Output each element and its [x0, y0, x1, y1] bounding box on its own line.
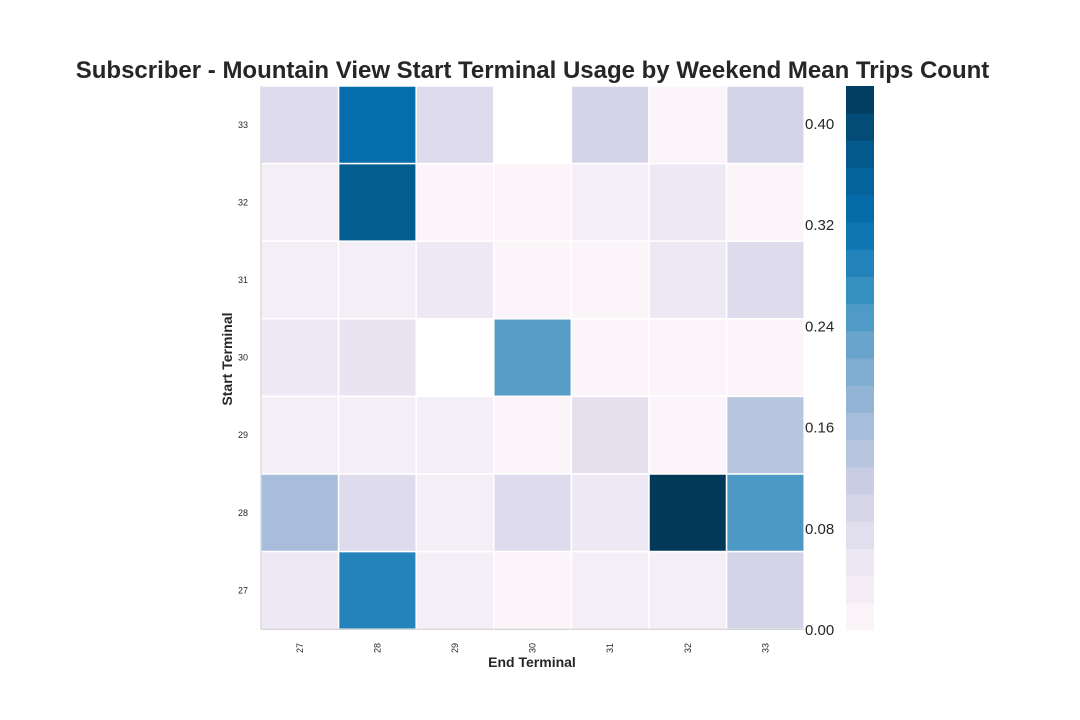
y-tick-label: 30: [238, 353, 248, 363]
heatmap-cell: [415, 85, 495, 165]
heatmap-cell: [725, 85, 805, 165]
colorbar-segment: [846, 412, 874, 441]
y-tick-label: 29: [238, 430, 248, 440]
heatmap-cell: [260, 395, 340, 475]
heatmap-cell: [260, 162, 340, 242]
colorbar-segment: [846, 439, 874, 468]
colorbar-segment: [846, 194, 874, 223]
heatmap-cell: [648, 550, 728, 630]
heatmap-cell: [415, 550, 495, 630]
heatmap-cell: [415, 162, 495, 242]
heatmap-cell: [415, 473, 495, 553]
heatmap-cell: [570, 395, 650, 475]
colorbar-segment: [846, 140, 874, 169]
colorbar-tick-label: 0.24: [805, 318, 834, 335]
colorbar-tick-label: 0.08: [805, 521, 834, 538]
heatmap-cell: [493, 473, 573, 553]
heatmap-cell: [725, 162, 805, 242]
heatmap-cell: [648, 318, 728, 398]
heatmap-cell: [493, 550, 573, 630]
colorbar-segment: [846, 358, 874, 386]
colorbar-segment: [846, 167, 874, 196]
heatmap-cell: [725, 395, 805, 475]
heatmap-cell: [260, 85, 340, 165]
heatmap-cells: [260, 85, 805, 630]
colorbar-segment: [846, 466, 874, 495]
heatmap-cell: [260, 550, 340, 630]
heatmap-cell: [260, 318, 340, 398]
x-tick-label: 27: [295, 643, 305, 653]
colorbar-segment: [846, 548, 874, 577]
heatmap-cell: [493, 162, 573, 242]
heatmap-cell: [648, 473, 728, 553]
x-axis-label: End Terminal: [488, 654, 576, 670]
heatmap-cell: [570, 473, 650, 553]
y-tick-label: 32: [238, 197, 248, 207]
y-tick-label: 31: [238, 275, 248, 285]
heatmap-cell: [415, 395, 495, 475]
colorbar: 0.00 0.08 0.16 0.24 0.32 0.40: [805, 86, 874, 639]
heatmap-cell: [337, 162, 417, 242]
x-tick-label: 31: [605, 643, 615, 653]
heatmap-cell: [570, 550, 650, 630]
colorbar-segment: [846, 86, 874, 114]
heatmap-cell: [648, 85, 728, 165]
colorbar-tick-label: 0.16: [805, 420, 834, 437]
colorbar-segment: [846, 303, 874, 332]
colorbar-segment: [846, 249, 874, 277]
heatmap-cell: [570, 85, 650, 165]
x-tick-label: 28: [372, 643, 382, 653]
colorbar-segment: [846, 521, 874, 549]
heatmap-cell: [337, 318, 417, 398]
y-tick-label: 28: [238, 508, 248, 518]
heatmap-cell: [570, 162, 650, 242]
heatmap-cell: [260, 473, 340, 553]
colorbar-segment: [846, 113, 874, 141]
heatmap-cell: [415, 240, 495, 320]
heatmap-cell: [648, 395, 728, 475]
colorbar-segment: [846, 575, 874, 604]
heatmap-cell: [493, 85, 573, 165]
heatmap-cell: [725, 473, 805, 553]
heatmap-cell: [337, 240, 417, 320]
heatmap-cell: [337, 550, 417, 630]
x-tick-label: 29: [450, 643, 460, 653]
x-tick-label: 30: [528, 643, 538, 653]
heatmap-axes: 33 32 31 30 29 28 27 27 28 29 30 31 32 33: [238, 86, 805, 653]
heatmap-cell: [415, 318, 495, 398]
x-tick-label: 32: [683, 643, 693, 653]
colorbar-segment: [846, 602, 874, 631]
heatmap-cell: [493, 395, 573, 475]
heatmap-cell: [570, 318, 650, 398]
heatmap-cell: [570, 240, 650, 320]
heatmap-cell: [337, 473, 417, 553]
colorbar-segment: [846, 222, 874, 250]
y-tick-label: 33: [238, 120, 248, 130]
heatmap-cell: [725, 240, 805, 320]
heatmap-cell: [493, 240, 573, 320]
colorbar-segment: [846, 385, 874, 413]
colorbar-segment: [846, 330, 874, 359]
heatmap-cell: [337, 395, 417, 475]
heatmap-cell: [725, 550, 805, 630]
chart-title: Subscriber - Mountain View Start Termina…: [75, 57, 990, 84]
colorbar-tick-label: 0.40: [805, 116, 834, 133]
y-tick-label: 27: [238, 585, 248, 595]
colorbar-tick-label: 0.00: [805, 622, 834, 639]
colorbar-segment: [846, 494, 874, 522]
colorbar-segment: [846, 276, 874, 305]
heatmap-cell: [260, 240, 340, 320]
x-tick-label: 33: [760, 643, 770, 653]
heatmap-cell: [648, 162, 728, 242]
heatmap-cell: [337, 85, 417, 165]
colorbar-tick-label: 0.32: [805, 217, 834, 234]
heatmap-cell: [648, 240, 728, 320]
heatmap-cell: [493, 318, 573, 398]
y-axis-label: Start Terminal: [219, 312, 235, 405]
heatmap-cell: [725, 318, 805, 398]
